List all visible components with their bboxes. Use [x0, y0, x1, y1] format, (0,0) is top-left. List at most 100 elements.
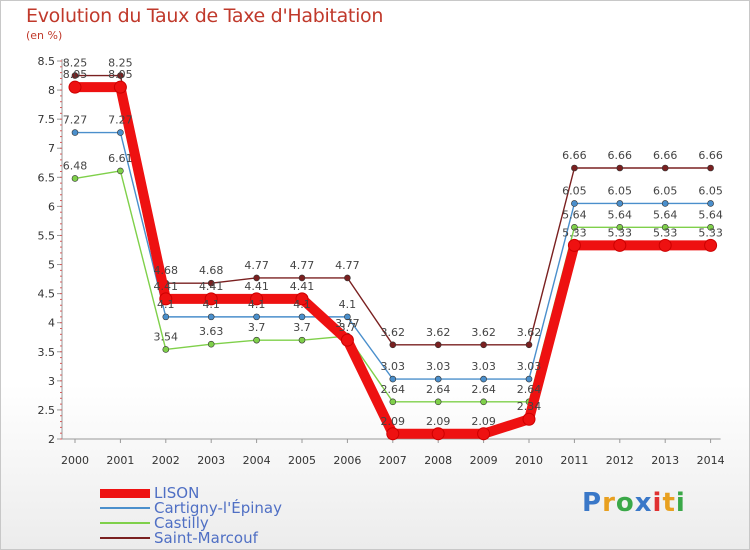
data-point	[71, 175, 79, 182]
logo-letter: o	[615, 488, 635, 518]
data-label: 6.66	[698, 149, 723, 162]
legend-item-lison: LISON	[100, 484, 199, 502]
data-label: 8.25	[63, 57, 88, 70]
y-tick-label: 6.5	[38, 171, 56, 184]
data-label: 2.64	[471, 383, 496, 396]
data-point	[567, 238, 581, 252]
x-tick-label: 2013	[651, 454, 679, 467]
data-label: 5.64	[562, 208, 587, 221]
logo-letter: t	[662, 488, 676, 518]
legend-label: Castilly	[154, 514, 209, 532]
y-tick-label: 7	[48, 142, 55, 155]
y-tick-label: 5.5	[38, 229, 56, 242]
data-label: 3.62	[426, 326, 451, 339]
data-label: 4.77	[290, 259, 315, 272]
data-label: 4.68	[154, 264, 179, 277]
data-label: 7.27	[63, 114, 88, 127]
x-tick-label: 2001	[106, 454, 134, 467]
data-point	[204, 292, 218, 306]
data-point	[298, 336, 306, 344]
data-point	[522, 412, 536, 426]
x-tick-label: 2003	[197, 454, 225, 467]
data-label: 2.64	[381, 383, 406, 396]
y-axis-unit: (en %)	[26, 29, 63, 42]
data-point	[616, 200, 624, 207]
data-label: 4.41	[290, 280, 315, 293]
data-point	[434, 341, 442, 349]
y-tick-label: 2	[48, 433, 55, 446]
data-point	[71, 72, 79, 79]
data-label: 2.09	[381, 415, 406, 428]
x-tick-label: 2005	[288, 454, 316, 467]
data-point	[613, 238, 627, 252]
data-point	[661, 224, 669, 231]
data-label: 5.33	[653, 226, 678, 239]
data-point	[704, 238, 718, 252]
data-label: 4.41	[154, 280, 179, 293]
data-label: 3.54	[154, 330, 179, 343]
data-point	[480, 375, 487, 383]
logo-letter: i	[652, 488, 663, 518]
data-point	[571, 200, 578, 207]
data-point	[707, 200, 714, 207]
data-label: 3.62	[381, 326, 406, 339]
x-tick-label: 2010	[515, 454, 543, 467]
data-label: 3.03	[471, 360, 496, 373]
data-label: 3.7	[339, 321, 357, 334]
data-label: 4.41	[199, 280, 224, 293]
data-point	[571, 224, 578, 231]
proxiti-logo: Proxiti	[582, 488, 686, 518]
data-point	[71, 129, 79, 136]
legend-swatch	[100, 507, 150, 509]
data-label: 6.48	[63, 159, 88, 172]
data-label: 2.09	[471, 415, 496, 428]
data-point	[661, 164, 669, 172]
legend-item-cartigny: Cartigny-l'Épinay	[100, 499, 282, 517]
y-tick-label: 3.5	[38, 346, 56, 359]
data-point	[389, 375, 397, 383]
data-point	[658, 238, 672, 252]
data-point	[207, 279, 215, 287]
data-label: 6.66	[653, 149, 678, 162]
data-label: 8.05	[108, 68, 133, 81]
legend-swatch	[100, 537, 150, 539]
data-label: 5.33	[562, 226, 587, 239]
data-label: 8.05	[63, 68, 88, 81]
x-tick-label: 2002	[152, 454, 180, 467]
data-point	[117, 129, 124, 136]
y-tick-label: 3	[48, 375, 55, 388]
data-point	[113, 80, 127, 94]
legend-swatch	[100, 522, 150, 524]
data-point	[525, 375, 533, 383]
data-label: 2.09	[426, 415, 451, 428]
data-label: 5.33	[608, 226, 633, 239]
x-tick-label: 2014	[697, 454, 725, 467]
logo-letter: P	[582, 488, 603, 518]
data-label: 6.05	[698, 184, 723, 197]
data-label: 6.05	[608, 184, 633, 197]
data-label: 4.77	[244, 259, 269, 272]
data-label: 6.05	[562, 184, 587, 197]
data-label: 3.03	[381, 360, 406, 373]
legend-item-castilly: Castilly	[100, 514, 209, 532]
legend-item-saint-marcouf: Saint-Marcouf	[100, 529, 258, 547]
data-point	[480, 398, 487, 406]
data-label: 3.03	[517, 360, 542, 373]
data-point	[340, 333, 354, 347]
data-point	[117, 167, 124, 175]
data-point	[207, 340, 215, 348]
data-point	[253, 336, 260, 344]
y-tick-label: 5	[48, 259, 55, 272]
data-label: 4.1	[339, 298, 357, 311]
data-point	[616, 164, 624, 172]
data-label: 4.1	[248, 298, 266, 311]
legend-label: Cartigny-l'Épinay	[154, 499, 282, 517]
data-point	[571, 164, 578, 172]
data-point	[525, 341, 533, 349]
data-label: 2.64	[517, 383, 542, 396]
data-label: 6.05	[653, 184, 678, 197]
x-tick-label: 2006	[333, 454, 361, 467]
x-tick-label: 2004	[243, 454, 271, 467]
x-tick-label: 2009	[470, 454, 498, 467]
